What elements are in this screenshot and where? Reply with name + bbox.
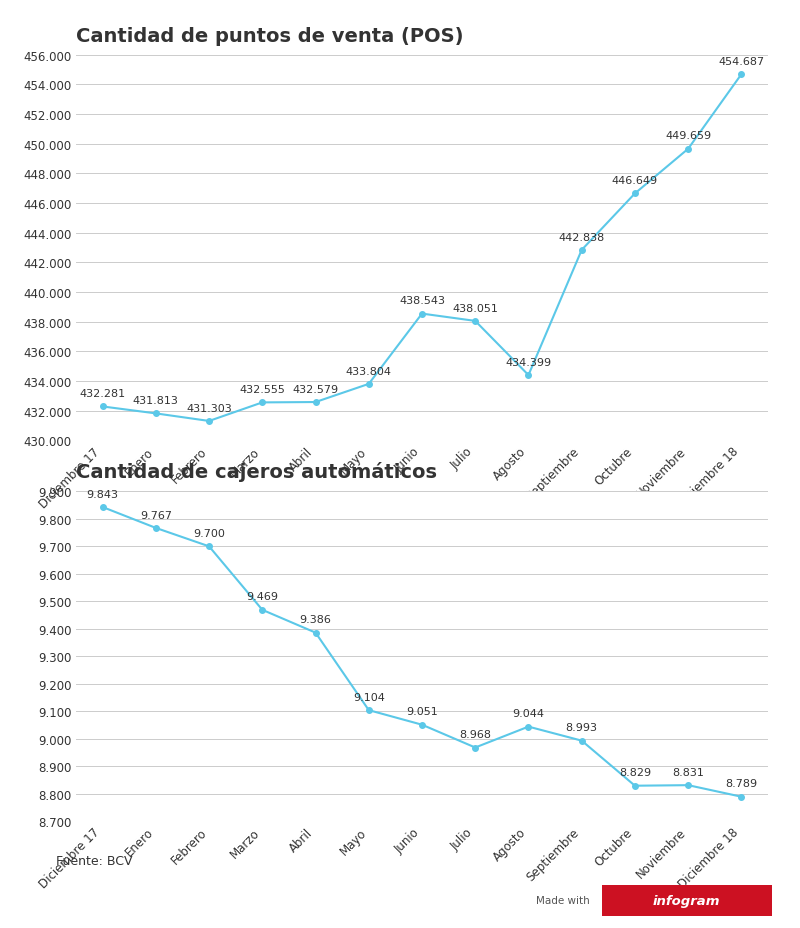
Text: 433.804: 433.804 bbox=[346, 367, 392, 376]
Text: 9.469: 9.469 bbox=[246, 592, 278, 602]
Text: 442.838: 442.838 bbox=[558, 232, 605, 242]
Text: 8.829: 8.829 bbox=[619, 767, 651, 778]
Text: 431.813: 431.813 bbox=[133, 395, 178, 406]
Text: 449.659: 449.659 bbox=[665, 131, 711, 141]
Text: 9.843: 9.843 bbox=[86, 489, 118, 499]
Text: 446.649: 446.649 bbox=[612, 176, 658, 186]
Text: infogram: infogram bbox=[653, 894, 721, 907]
Text: 9.700: 9.700 bbox=[193, 528, 225, 538]
Text: Cantidad de puntos de venta (POS): Cantidad de puntos de venta (POS) bbox=[76, 27, 463, 45]
Text: 438.543: 438.543 bbox=[399, 296, 445, 306]
Text: 438.051: 438.051 bbox=[452, 303, 498, 314]
Text: 8.789: 8.789 bbox=[726, 779, 758, 789]
Text: 9.104: 9.104 bbox=[353, 692, 385, 702]
Text: Cantidad de cajeros automáticos: Cantidad de cajeros automáticos bbox=[76, 462, 437, 482]
Text: 431.303: 431.303 bbox=[186, 403, 232, 413]
Text: 432.281: 432.281 bbox=[79, 389, 126, 399]
Text: 454.687: 454.687 bbox=[718, 57, 765, 67]
Text: 432.555: 432.555 bbox=[239, 384, 286, 394]
Text: 9.051: 9.051 bbox=[406, 706, 438, 716]
Text: Made with: Made with bbox=[536, 896, 590, 905]
Text: 8.993: 8.993 bbox=[566, 723, 598, 732]
FancyBboxPatch shape bbox=[602, 884, 772, 916]
Text: 432.579: 432.579 bbox=[293, 384, 338, 394]
Text: Fuente: BCV: Fuente: BCV bbox=[56, 854, 133, 867]
Text: 9.386: 9.386 bbox=[300, 614, 331, 625]
Text: 8.968: 8.968 bbox=[459, 729, 491, 740]
Text: 434.399: 434.399 bbox=[506, 357, 551, 367]
Text: 9.044: 9.044 bbox=[513, 708, 545, 718]
Text: 9.767: 9.767 bbox=[140, 510, 172, 520]
Text: 8.831: 8.831 bbox=[672, 767, 704, 777]
